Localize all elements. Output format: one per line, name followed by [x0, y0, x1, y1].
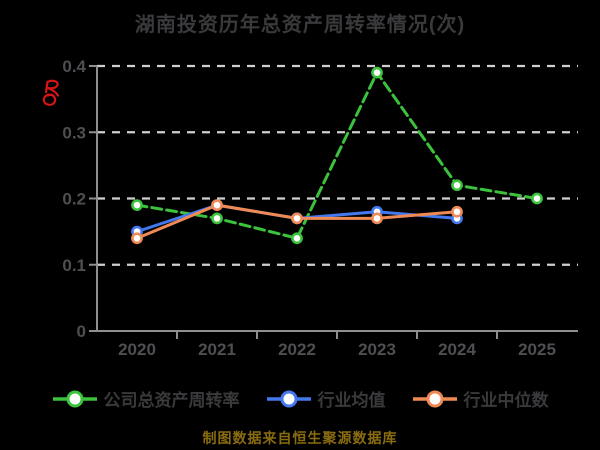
legend-label-industry-mean: 行业均值 [317, 391, 386, 410]
x-axis-label-2021: 2021 [198, 340, 236, 359]
y-axis-label-0: 0 [77, 322, 86, 341]
data-point-industry-median-2020 [131, 232, 143, 245]
legend-item-industry-mean[interactable]: 行业均值 [266, 386, 386, 411]
data-point-company-total-asset-turnover-2020 [131, 199, 143, 212]
x-axis-label-2024: 2024 [438, 340, 476, 359]
data-point-company-total-asset-turnover-2023 [371, 66, 383, 79]
legend-marker-industry-mean-icon [266, 390, 311, 407]
data-point-industry-median-2023 [371, 212, 383, 225]
legend-item-industry-median[interactable]: 行业中位数 [412, 386, 549, 411]
series-line-company-total-asset-turnover [135, 71, 539, 240]
x-axis-label-2020: 2020 [118, 340, 156, 359]
legend-item-company-total-asset-turnover[interactable]: 公司总资产周转率 [52, 386, 240, 411]
x-axis-label-2022: 2022 [278, 340, 316, 359]
legend-marker-industry-median-icon [412, 390, 457, 407]
data-point-company-total-asset-turnover-2022 [291, 232, 303, 245]
legend-label-company: 公司总资产周转率 [103, 391, 240, 410]
data-point-industry-median-2022 [291, 212, 303, 225]
x-axis-label-2023: 2023 [358, 340, 396, 359]
y-axis-label-0.1: 0.1 [62, 256, 86, 275]
y-axis-label-0.2: 0.2 [62, 190, 86, 209]
data-point-company-total-asset-turnover-2024 [451, 179, 463, 192]
legend-label-industry-median: 行业中位数 [463, 391, 549, 410]
legend-marker-company-icon [52, 390, 97, 407]
data-point-company-total-asset-turnover-2025 [531, 192, 543, 205]
data-point-industry-median-2024 [451, 205, 463, 218]
x-axis-label-2025: 2025 [518, 340, 556, 359]
chart-title: 湖南投资历年总资产周转率情况(次) [134, 14, 466, 36]
data-point-industry-median-2021 [211, 199, 223, 212]
y-axis-label-0.4: 0.4 [62, 57, 86, 76]
red-scribble-annotation [44, 79, 60, 97]
y-axis-label-0.3: 0.3 [62, 123, 86, 142]
legend: 公司总资产周转率 行业均值 行业中位数 [0, 386, 600, 411]
data-source-caption: 制图数据来自恒生聚源数据库 [202, 430, 398, 446]
red-scribble-annotation [42, 93, 57, 106]
data-point-company-total-asset-turnover-2021 [211, 212, 223, 225]
